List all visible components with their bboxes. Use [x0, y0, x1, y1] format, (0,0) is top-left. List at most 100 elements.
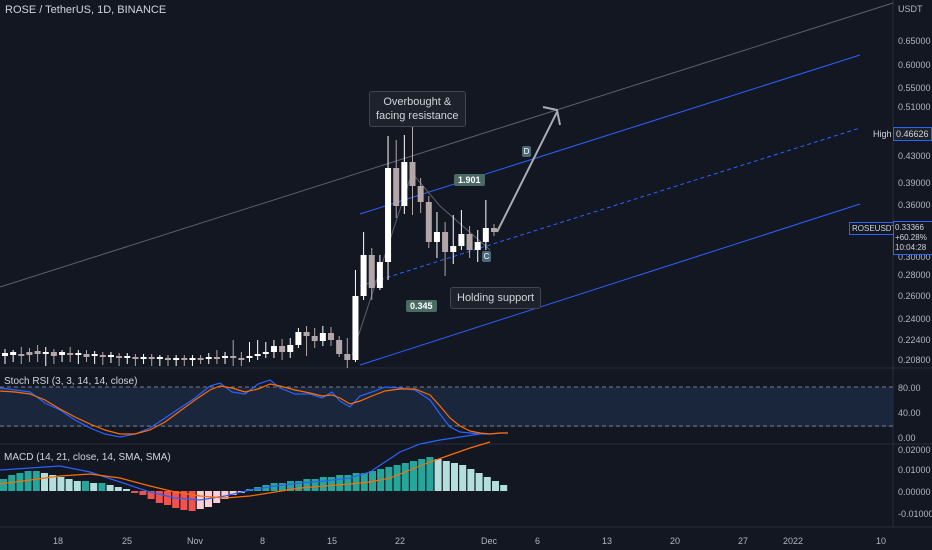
candle-body	[409, 162, 416, 186]
price-tick: 0.43000	[898, 151, 931, 161]
macd-tick: 0.01000	[898, 465, 931, 475]
candle-body	[425, 202, 432, 242]
candle-body	[254, 354, 261, 356]
macd-bar	[73, 481, 81, 491]
stoch-rsi-label[interactable]: Stoch RSI (3, 3, 14, 14, close)	[4, 376, 138, 387]
price-tick: 0.39000	[898, 178, 931, 188]
macd-bar	[475, 473, 483, 491]
stoch-tick: 0.00	[898, 433, 916, 443]
price-tick: 0.28000	[898, 270, 931, 280]
candle-body	[433, 232, 440, 242]
high-label: High	[869, 127, 896, 141]
price-tick: 0.65000	[898, 36, 931, 46]
macd-bar	[500, 485, 508, 491]
candle-body	[67, 353, 74, 355]
high-value: 0.46626	[893, 127, 932, 141]
candle-body	[401, 162, 408, 206]
macd-bar	[278, 483, 286, 491]
macd-bar	[155, 491, 163, 503]
candle-body	[279, 346, 286, 352]
macd-bar	[131, 491, 139, 493]
stoch-rsi-lines	[0, 379, 508, 438]
macd-bar	[344, 475, 352, 491]
macd-bar	[426, 457, 434, 491]
macd-bar	[106, 485, 114, 491]
macd-bar	[410, 461, 417, 491]
candle-body	[181, 358, 188, 360]
candle-body	[91, 354, 98, 356]
macd-bar	[90, 483, 98, 491]
macd-bar	[303, 479, 311, 491]
candle-body	[246, 356, 253, 358]
projection-arrowhead	[542, 106, 561, 126]
candle-body	[262, 352, 269, 354]
last-change: +60.28%	[895, 233, 927, 242]
time-tick: 20	[670, 536, 681, 546]
price-tick: 0.24000	[898, 314, 931, 324]
macd-bar	[311, 479, 319, 491]
macd-bar	[295, 481, 303, 491]
candle-body	[270, 346, 277, 352]
callout-holding-support[interactable]: Holding support	[450, 287, 542, 309]
macd-bar	[229, 491, 237, 495]
candle-body	[107, 355, 114, 357]
candle-body	[59, 352, 66, 355]
candle-body	[148, 357, 155, 359]
point-tag-c[interactable]: C	[482, 251, 491, 262]
candle-body	[450, 246, 457, 252]
stoch-k-line	[0, 379, 508, 438]
candle-body	[189, 358, 196, 360]
candle-body	[238, 358, 245, 360]
macd-bar	[57, 477, 65, 491]
macd-signal-line	[0, 441, 491, 499]
point-tag-d[interactable]: D	[522, 146, 531, 157]
macd-bar	[270, 483, 278, 491]
macd-bar	[467, 469, 475, 491]
candle-body	[132, 357, 139, 359]
candle-body	[442, 232, 449, 252]
candle-body	[360, 255, 367, 296]
ratio-badge-lower[interactable]: 0.345	[406, 300, 437, 312]
long-trendline	[0, 2, 894, 288]
candle-body	[10, 352, 17, 355]
candle-body	[458, 234, 465, 246]
time-tick: 13	[602, 536, 613, 546]
candle-body	[417, 186, 424, 202]
macd-bar	[41, 473, 48, 491]
candle-body	[230, 356, 237, 358]
macd-bar	[82, 481, 89, 491]
macd-bar	[123, 489, 130, 491]
time-tick: 27	[738, 536, 749, 546]
macd-tick: 0.02000	[898, 445, 931, 455]
macd-bar	[393, 465, 401, 491]
macd-bar	[451, 463, 458, 491]
macd-bar	[114, 487, 122, 491]
candle-body	[368, 255, 375, 288]
macd-lines	[0, 433, 491, 501]
candle-body	[336, 340, 343, 354]
candle-body	[474, 242, 481, 250]
macd-label[interactable]: MACD (14, 21, close, 14, SMA, SMA)	[4, 452, 171, 463]
macd-bar	[188, 491, 196, 511]
candle-body	[491, 228, 497, 232]
stoch-overbought-band	[0, 387, 893, 427]
candle-body	[344, 354, 351, 360]
candle-body	[83, 354, 90, 357]
candle-body	[2, 353, 8, 356]
candle-body	[482, 228, 489, 242]
price-tick: 0.26000	[898, 291, 931, 301]
time-tick: 8	[260, 536, 266, 546]
macd-bar	[49, 475, 57, 491]
channel-lower-line	[359, 203, 861, 366]
candle-body	[213, 357, 220, 359]
macd-bar	[0, 479, 7, 491]
bar-countdown: 10:04:28	[895, 243, 927, 252]
callout-overbought[interactable]: Overbought & facing resistance	[369, 91, 466, 127]
symbol-title[interactable]: ROSE / TetherUS, 1D, BINANCE	[5, 4, 167, 16]
candle-body	[173, 358, 180, 360]
ratio-badge-upper[interactable]: 1.901	[454, 174, 485, 186]
macd-bar	[336, 475, 344, 491]
candle-body	[156, 357, 163, 359]
candle-body	[75, 353, 82, 355]
